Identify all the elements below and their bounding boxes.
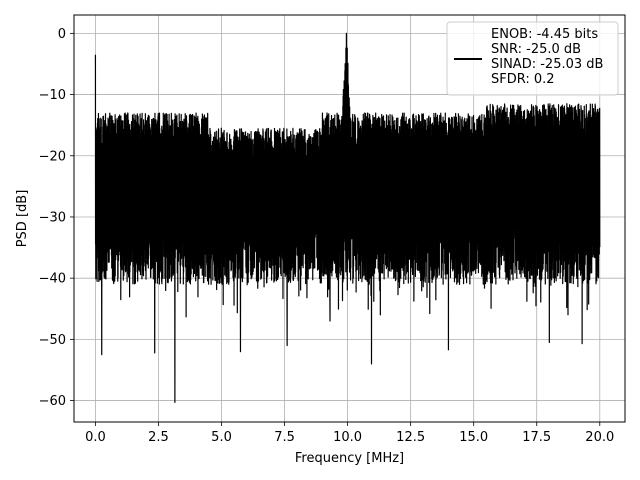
y-tick-label: −20 — [39, 149, 66, 164]
legend-entry-sinad: SINAD: -25.03 dB — [491, 57, 603, 72]
x-tick-label: 20.0 — [585, 430, 614, 445]
y-tick-label: −60 — [39, 394, 66, 409]
x-tick-label: 12.5 — [396, 430, 425, 445]
legend-entry-sfdr: SFDR: 0.2 — [491, 72, 555, 87]
legend-box — [446, 21, 619, 96]
y-tick-label: −40 — [39, 272, 66, 287]
legend-entry-enob: ENOB: -4.45 bits — [491, 27, 598, 42]
y-tick-label: −30 — [39, 210, 66, 225]
y-axis-label: PSD [dB] — [15, 190, 30, 248]
legend: ENOB: -4.45 bits SNR: -25.0 dB SINAD: -2… — [446, 21, 619, 96]
y-tick-label: 0 — [58, 27, 66, 42]
x-axis-label: Frequency [MHz] — [295, 451, 404, 466]
x-tick-label: 10.0 — [333, 430, 362, 445]
plot-frame — [73, 14, 626, 423]
axis-ticks: 0.0 2.5 5.0 7.5 10.0 12.5 15.0 17.5 20.0 0 −10 −20 −… — [39, 27, 615, 445]
x-tick-label: 15.0 — [459, 430, 488, 445]
y-tick-label: −50 — [39, 333, 66, 348]
x-tick-label: 0.0 — [85, 430, 106, 445]
x-tick-label: 7.5 — [274, 430, 295, 445]
x-tick-label: 2.5 — [148, 430, 169, 445]
x-tick-label: 5.0 — [211, 430, 232, 445]
psd-series-line — [94, 32, 601, 404]
legend-entry-snr: SNR: -25.0 dB — [491, 42, 581, 57]
y-tick-label: −10 — [39, 88, 66, 103]
x-tick-label: 17.5 — [522, 430, 551, 445]
